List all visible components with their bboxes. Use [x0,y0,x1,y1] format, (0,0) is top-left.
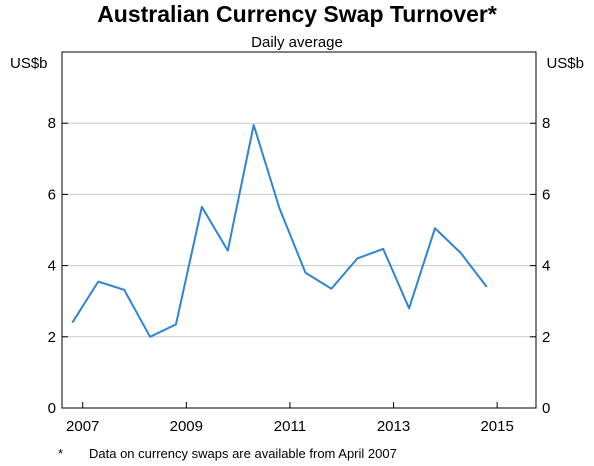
chart-subtitle: Daily average [251,34,343,51]
footnote-text: Data on currency swaps are available fro… [89,446,397,461]
axis-labels: 0 0 2 2 4 4 6 6 8 8 2007 2009 2011 2013 2015 [48,115,551,435]
y-tick-label-right-0: 0 [542,400,550,417]
x-tick-label-2013: 2013 [377,418,410,435]
left-axis-unit: US$b [10,55,48,72]
plot-frame [61,51,537,409]
x-tick-label-2007: 2007 [66,418,99,435]
y-tick-label-right-2: 2 [542,329,550,346]
gridlines [62,122,536,338]
x-tick-label-2011: 2011 [274,418,306,435]
y-tick-label-right-8: 8 [542,115,550,132]
series-layer [71,123,488,338]
y-tick-label-left-0: 0 [48,400,56,417]
y-tick-label-left-6: 6 [48,186,56,203]
y-tick-label-left-4: 4 [48,258,56,275]
y-tick-label-left-8: 8 [48,115,56,132]
y-tick-label-right-6: 6 [542,186,550,203]
chart-title: Australian Currency Swap Turnover* [97,1,497,27]
y-tick-label-right-4: 4 [542,258,550,275]
x-tick-label-2015: 2015 [480,418,513,435]
y-tick-label-left-2: 2 [48,329,56,346]
right-axis-unit: US$b [546,55,584,72]
footnote-marker: * [58,446,63,461]
series-line-0 [71,123,488,338]
x-tick-label-2009: 2009 [170,418,203,435]
